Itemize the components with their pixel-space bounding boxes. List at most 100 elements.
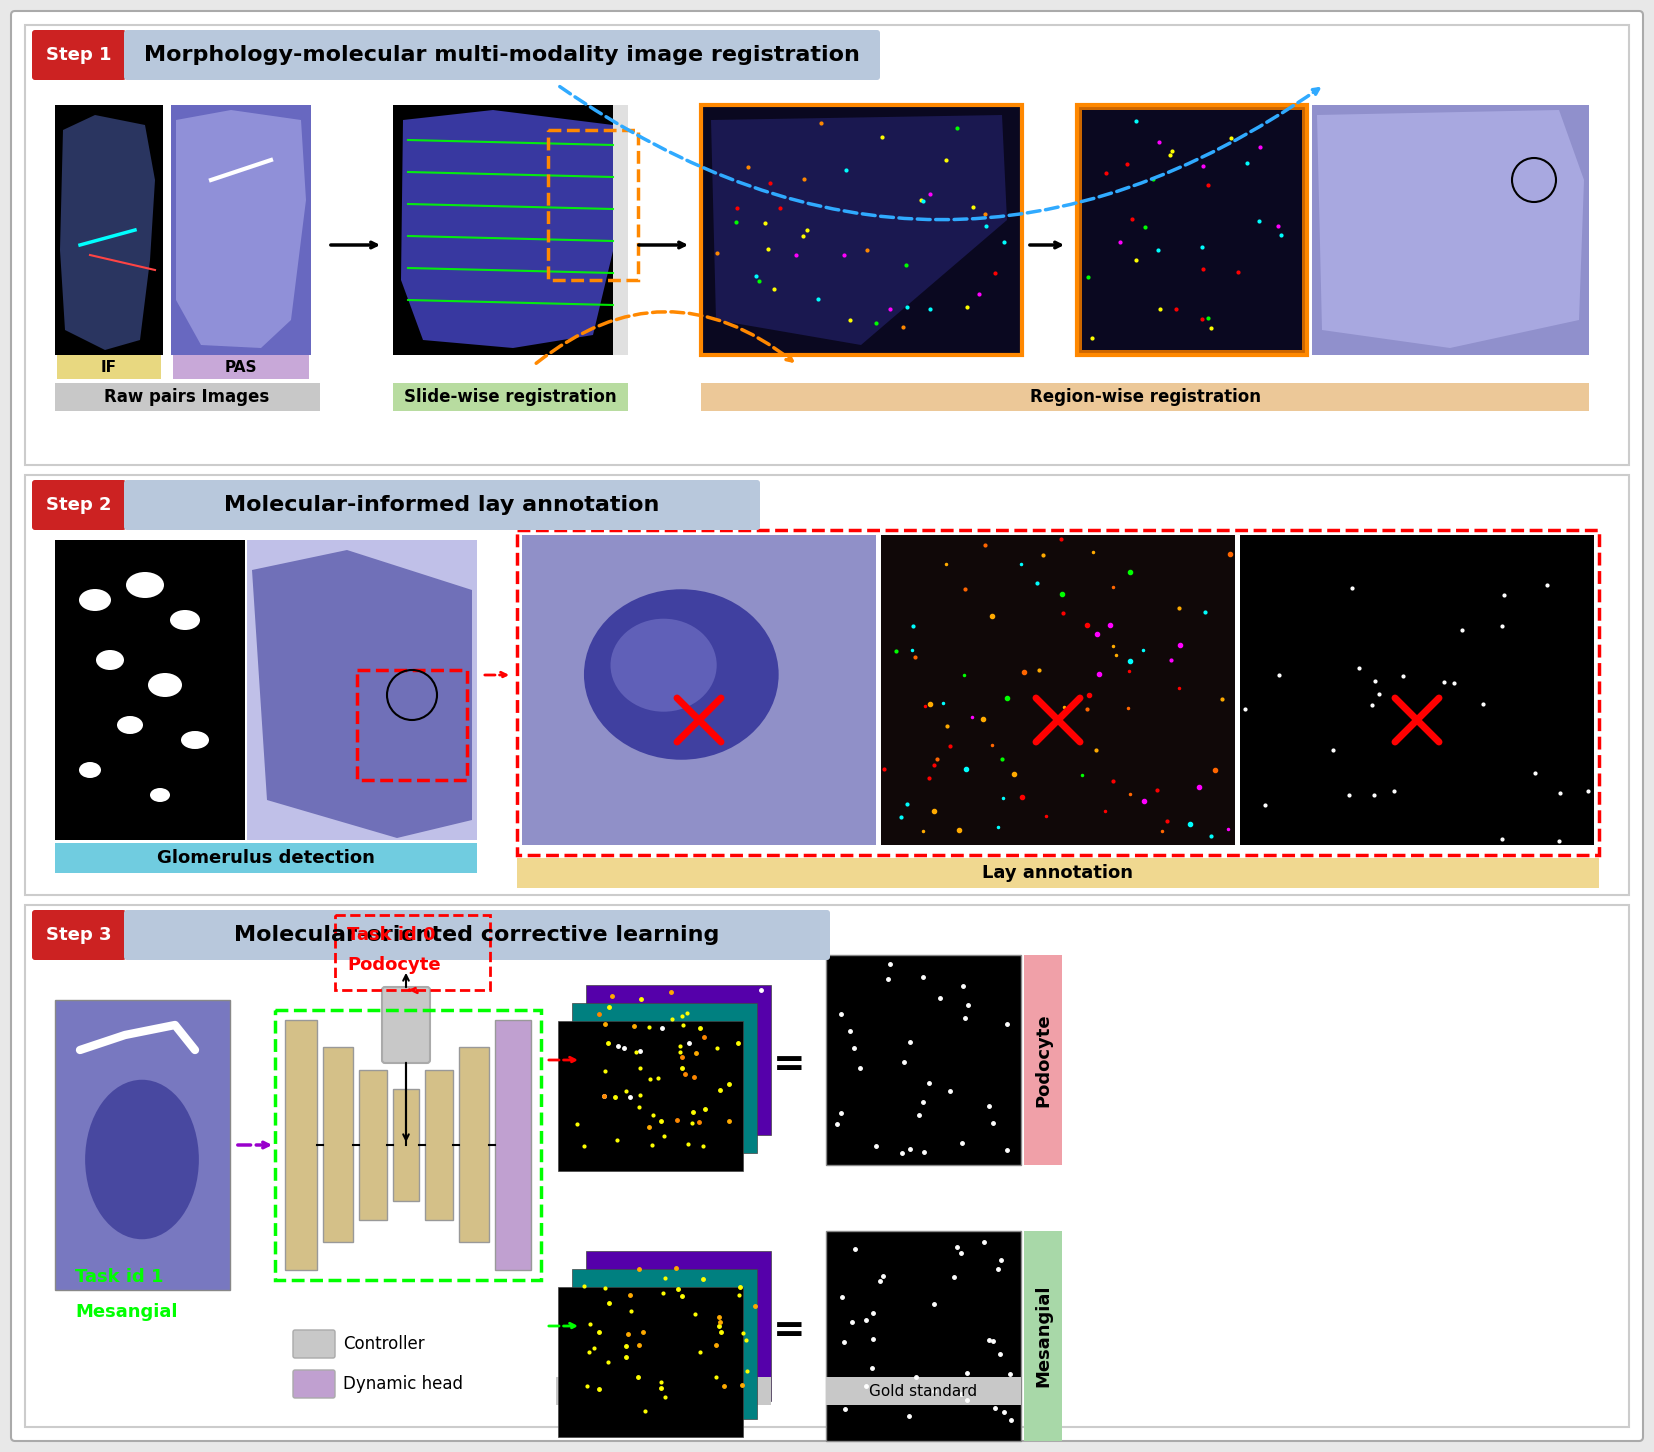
Text: Gold standard: Gold standard	[868, 1384, 978, 1398]
Bar	[460, 1047, 490, 1241]
FancyBboxPatch shape	[293, 1371, 336, 1398]
Bar	[1312, 105, 1589, 354]
Bar	[1024, 1231, 1062, 1440]
Bar	[1240, 534, 1594, 845]
Bar	[55, 105, 164, 354]
FancyBboxPatch shape	[124, 30, 880, 80]
Bar	[701, 383, 1589, 411]
Bar	[170, 105, 311, 354]
Bar	[586, 984, 771, 1135]
Bar	[586, 1252, 771, 1401]
Ellipse shape	[126, 572, 164, 598]
Bar	[547, 131, 638, 280]
Ellipse shape	[79, 590, 111, 611]
Ellipse shape	[84, 1080, 198, 1239]
Bar	[701, 105, 1022, 354]
Bar	[1082, 110, 1302, 350]
Bar	[518, 858, 1599, 889]
Text: Step 2: Step 2	[46, 497, 112, 514]
Text: Molecular-informed lay annotation: Molecular-informed lay annotation	[225, 495, 660, 515]
Bar	[394, 1089, 418, 1201]
Bar	[825, 1231, 1021, 1440]
Bar	[495, 1019, 531, 1270]
Ellipse shape	[180, 730, 208, 749]
Ellipse shape	[117, 716, 142, 735]
Text: Podocyte: Podocyte	[1034, 1013, 1052, 1106]
Bar	[425, 1070, 453, 1220]
Text: Lay annotation: Lay annotation	[982, 864, 1133, 881]
Bar	[55, 540, 245, 841]
Text: Region-wise registration: Region-wise registration	[1029, 388, 1260, 407]
Bar	[336, 915, 490, 990]
Bar	[882, 534, 1236, 845]
Bar	[357, 669, 466, 780]
Bar	[174, 354, 309, 379]
Text: Glomerulus detection: Glomerulus detection	[157, 849, 375, 867]
Bar	[284, 1019, 318, 1270]
Polygon shape	[175, 110, 306, 348]
Bar	[25, 25, 1629, 465]
Ellipse shape	[147, 672, 182, 697]
Ellipse shape	[610, 619, 716, 711]
FancyBboxPatch shape	[293, 1330, 336, 1358]
Bar	[572, 1003, 758, 1153]
Bar	[56, 354, 160, 379]
Bar	[557, 1021, 743, 1170]
Text: Slide-wise registration: Slide-wise registration	[404, 388, 617, 407]
Bar	[323, 1047, 352, 1241]
Text: =: =	[772, 1045, 805, 1085]
Polygon shape	[711, 115, 1007, 346]
Bar	[359, 1070, 387, 1220]
Ellipse shape	[170, 610, 200, 630]
Text: Raw pairs Images: Raw pairs Images	[104, 388, 270, 407]
Bar	[394, 105, 629, 354]
FancyBboxPatch shape	[124, 481, 759, 530]
Bar	[556, 1376, 771, 1406]
Ellipse shape	[96, 650, 124, 669]
Text: Molecular-oriented corrective learning: Molecular-oriented corrective learning	[235, 925, 719, 945]
Polygon shape	[251, 550, 471, 838]
Bar	[614, 105, 629, 354]
Text: =: =	[772, 1313, 805, 1350]
Bar	[557, 1286, 743, 1437]
FancyBboxPatch shape	[124, 910, 830, 960]
FancyBboxPatch shape	[31, 30, 126, 80]
Bar	[55, 383, 319, 411]
Bar	[55, 1000, 230, 1289]
Text: Podocyte: Podocyte	[347, 955, 440, 974]
Text: Task id 0: Task id 0	[347, 926, 435, 944]
Text: Morphology-molecular multi-modality image registration: Morphology-molecular multi-modality imag…	[144, 45, 860, 65]
Bar	[55, 844, 476, 873]
Polygon shape	[1317, 110, 1585, 348]
Ellipse shape	[79, 762, 101, 778]
Bar	[1077, 105, 1307, 354]
Ellipse shape	[584, 590, 779, 759]
Text: PAS: PAS	[225, 360, 258, 375]
FancyBboxPatch shape	[382, 987, 430, 1063]
Text: Controller: Controller	[342, 1334, 425, 1353]
FancyBboxPatch shape	[31, 481, 126, 530]
Text: Step 1: Step 1	[46, 46, 112, 64]
Bar	[518, 530, 1599, 855]
Bar	[246, 540, 476, 841]
Bar	[275, 1011, 541, 1281]
Bar	[25, 905, 1629, 1427]
Bar	[1024, 955, 1062, 1165]
Text: IF: IF	[101, 360, 117, 375]
FancyBboxPatch shape	[12, 12, 1642, 1440]
Text: Mesangial: Mesangial	[1034, 1285, 1052, 1387]
Bar	[25, 475, 1629, 894]
Text: Dynamic head: Dynamic head	[342, 1375, 463, 1392]
Bar	[523, 534, 877, 845]
Polygon shape	[60, 115, 155, 350]
Polygon shape	[400, 110, 619, 348]
Bar	[572, 1269, 758, 1419]
Text: Corrective learning: Corrective learning	[590, 1384, 736, 1398]
Text: Task id 1: Task id 1	[74, 1268, 164, 1286]
Text: Mesangial: Mesangial	[74, 1302, 177, 1321]
Ellipse shape	[151, 788, 170, 802]
Bar	[394, 383, 629, 411]
Bar	[825, 955, 1021, 1165]
Text: Step 3: Step 3	[46, 926, 112, 944]
FancyBboxPatch shape	[31, 910, 126, 960]
